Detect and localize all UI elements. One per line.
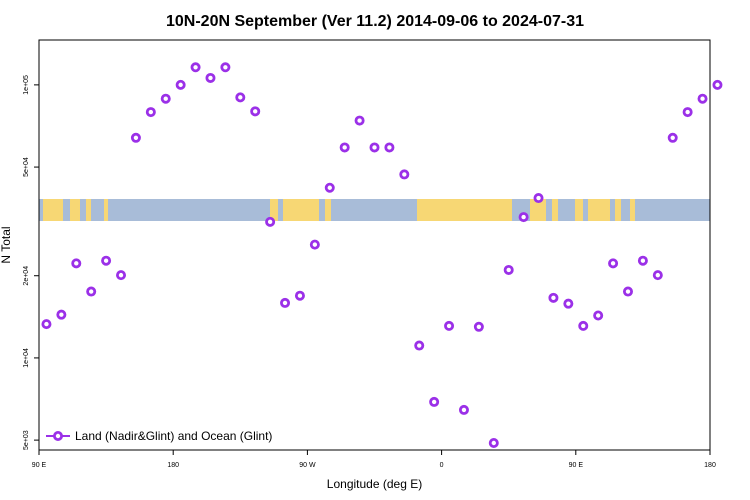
data-points [41,62,723,448]
land-segment [270,199,278,221]
data-point [444,320,455,331]
land-segment [43,199,63,221]
data-point [265,216,276,227]
legend-marker [53,430,64,441]
data-point [414,340,425,351]
data-point [220,62,231,73]
x-axis: 90 E 180 90 W 0 90 E 180 [32,450,716,469]
x-tick-label: 0 [440,462,444,469]
data-point [697,93,708,104]
data-point [354,115,365,126]
data-point [309,239,320,250]
legend-label: Land (Nadir&Glint) and Ocean (Glint) [75,429,272,443]
data-point [250,106,261,117]
data-point [458,404,469,415]
land-segment [70,199,80,221]
data-point [578,320,589,331]
chart-title: 10N-20N September (Ver 11.2) 2014-09-06 … [166,13,584,30]
land-segment [530,199,546,221]
data-point [503,264,514,275]
data-point [324,182,335,193]
land-segment [552,199,558,221]
world-map-strip [39,199,710,221]
data-point [339,142,350,153]
data-point [518,212,529,223]
data-point [101,255,112,266]
land-segment [283,199,305,221]
data-point [235,92,246,103]
y-tick-label: 1e+05 [23,75,30,95]
data-point [652,270,663,281]
data-point [712,79,723,90]
land-segment [86,199,91,221]
data-point [533,193,544,204]
data-point [369,142,380,153]
data-point [86,286,97,297]
data-point [548,292,559,303]
data-point [429,396,440,407]
data-point [41,319,52,330]
x-tick-label: 90 E [569,462,584,469]
land-segment [588,199,610,221]
data-point [116,270,127,281]
data-point [160,93,171,104]
x-tick-label: 90 W [299,462,316,469]
data-point [593,310,604,321]
x-tick-label: 90 E [32,462,47,469]
data-point [682,107,693,118]
data-point [563,298,574,309]
data-point [294,290,305,301]
y-axis: 5e+03 1e+04 2e+04 5e+04 1e+05 [23,75,39,450]
data-point [622,286,633,297]
data-point [190,62,201,73]
land-segment [575,199,583,221]
y-tick-label: 2e+04 [23,266,30,286]
data-point [667,132,678,143]
data-point [608,258,619,269]
data-point [71,258,82,269]
y-tick-label: 5e+03 [23,430,30,450]
data-point [56,309,67,320]
x-axis-label: Longitude (deg E) [327,477,422,491]
plot-frame [38,39,711,451]
data-point [130,132,141,143]
data-point [384,142,395,153]
data-point [145,107,156,118]
land-segment [104,199,108,221]
data-point [280,297,291,308]
y-tick-label: 5e+04 [23,157,30,177]
land-segment [630,199,635,221]
x-tick-label: 180 [167,462,179,469]
legend: Land (Nadir&Glint) and Ocean (Glint) [46,429,272,443]
data-point [473,321,484,332]
data-point [175,79,186,90]
land-segment [615,199,621,221]
data-point [488,437,499,448]
land-segment [417,199,512,221]
data-point [399,169,410,180]
data-point [637,255,648,266]
data-point [205,72,216,83]
y-tick-label: 1e+04 [23,348,30,368]
x-tick-label: 180 [704,462,716,469]
land-segment [325,199,331,221]
land-segment [305,199,319,221]
y-axis-label: N Total [0,226,13,263]
